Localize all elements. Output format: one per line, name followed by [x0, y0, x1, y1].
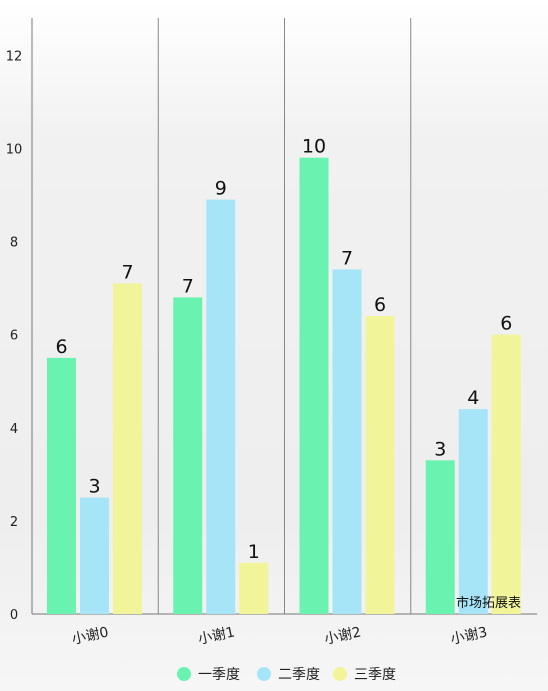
legend-label: 二季度 — [278, 667, 320, 683]
data-label: 6 — [55, 336, 67, 358]
bar — [113, 283, 142, 614]
bar — [206, 200, 235, 614]
y-tick-label: 0 — [10, 608, 18, 623]
bar — [80, 498, 109, 614]
legend[interactable]: 一季度 二季度 三季度 — [177, 667, 396, 683]
bar — [239, 563, 268, 614]
y-tick-label: 8 — [10, 236, 18, 251]
y-tick-label: 10 — [6, 142, 23, 157]
bars — [47, 158, 521, 614]
data-label: 6 — [500, 313, 512, 335]
y-tick-label: 12 — [6, 49, 23, 64]
legend-swatch — [333, 667, 347, 681]
bar — [47, 358, 76, 614]
data-label: 3 — [88, 476, 100, 498]
data-label: 3 — [434, 438, 446, 460]
data-label: 9 — [215, 178, 227, 200]
bar — [173, 297, 202, 614]
data-label: 7 — [341, 247, 353, 269]
bar — [333, 269, 362, 614]
x-category-label: 小谢3 — [449, 624, 488, 647]
y-tick-label: 2 — [10, 515, 18, 530]
legend-label: 三季度 — [354, 667, 396, 683]
x-category-label: 小谢2 — [323, 624, 362, 647]
legend-item[interactable]: 二季度 — [257, 667, 320, 683]
y-tick-label: 4 — [10, 422, 18, 437]
data-label: 4 — [467, 387, 479, 409]
legend-swatch — [177, 667, 191, 681]
data-label: 6 — [374, 294, 386, 316]
bar — [492, 335, 521, 614]
chart-description: 市场拓展表 — [456, 595, 521, 611]
x-category-label: 小谢0 — [71, 624, 110, 647]
bar — [426, 460, 455, 614]
x-category-label: 小谢1 — [197, 624, 236, 647]
legend-label: 一季度 — [198, 667, 240, 683]
legend-swatch — [257, 667, 271, 681]
y-tick-label: 6 — [10, 329, 18, 344]
data-label: 1 — [248, 541, 260, 563]
data-label: 10 — [302, 136, 326, 158]
x-axis-categories: 小谢0 小谢1 小谢2 小谢3 — [71, 624, 489, 647]
bar — [300, 158, 329, 614]
legend-item[interactable]: 一季度 — [177, 667, 240, 683]
y-axis-ticks: 0 2 4 6 8 10 12 — [6, 49, 23, 623]
data-label: 7 — [182, 275, 194, 297]
legend-item[interactable]: 三季度 — [333, 667, 396, 683]
bar — [459, 409, 488, 614]
data-label: 7 — [121, 261, 133, 283]
bar — [366, 316, 395, 614]
